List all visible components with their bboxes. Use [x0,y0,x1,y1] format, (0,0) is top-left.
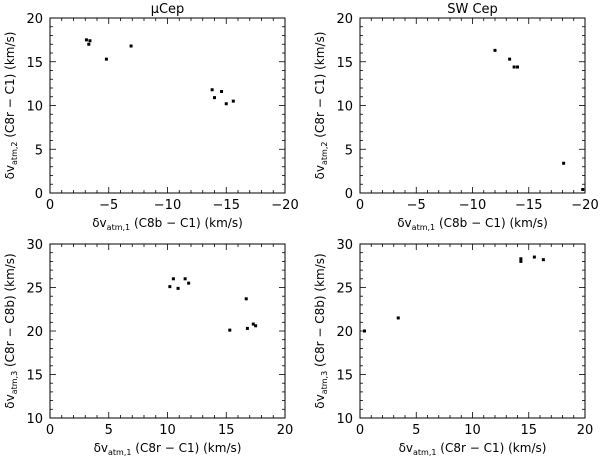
chart-panel-1: 0 −5 −10 −15 −20 0 5 10 15 20 μCep δvatm,1 (C8b − C… [3,2,299,232]
y-tick-label: 10 [26,412,43,427]
x-tick-label: −5 [99,198,118,213]
y-tick-label: 15 [26,369,43,384]
x-axis-label: δvatm,1 (C8r − C1) (km/s) [399,441,547,457]
x-tick-label: 10 [159,423,176,438]
data-point [396,316,400,320]
y-tick-label: 5 [345,143,353,158]
x-tick-label: 0 [46,198,54,213]
data-point [224,102,228,106]
plot-frame [359,243,586,419]
x-axis-label: δvatm,1 (C8b − C1) (km/s) [397,216,548,232]
x-tick-label: −20 [571,198,598,213]
y-tick-label: 30 [26,238,43,253]
data-point [228,328,232,332]
x-tick-label: 0 [356,423,364,438]
y-tick-label: 15 [336,369,353,384]
y-tick-label: 15 [336,56,353,71]
y-tick-label: 30 [336,238,353,253]
data-point [363,329,366,333]
x-tick-label: −10 [154,198,181,213]
x-tick-label: 15 [218,423,235,438]
x-tick-label: 10 [464,423,481,438]
data-point [512,65,516,69]
data-point [84,38,88,42]
data-point [519,257,523,261]
y-tick-label: 15 [26,56,43,71]
data-point [508,57,512,61]
data-point [176,286,180,290]
x-tick-label: 20 [277,423,294,438]
x-tick-label: −5 [407,198,426,213]
y-tick-label: 25 [336,282,353,297]
y-tick-label: 5 [35,143,43,158]
data-point [183,277,187,281]
y-tick-label: 20 [336,12,353,27]
data-point [171,277,175,281]
y-tick-label: 0 [345,187,353,202]
y-tick-label: 10 [336,412,353,427]
chart-panel-4: 0 5 10 15 20 10 15 20 25 30 δvatm,1 (C8r − C1) (km… [313,238,593,457]
plot-frame [49,243,286,419]
data-point [168,285,172,289]
plot-frame [359,17,586,194]
x-tick-label: 0 [46,423,54,438]
x-tick-label: −15 [213,198,240,213]
y-tick-label: 20 [336,325,353,340]
data-point [254,324,258,328]
x-tick-label: 20 [577,423,594,438]
x-tick-label: 0 [356,198,364,213]
data-point [251,322,255,326]
data-point [231,99,235,103]
x-tick-label: −20 [271,198,298,213]
data-point [213,96,216,100]
data-point [210,88,214,92]
y-axis-label: δvatm,3 (C8r − C8b) (km/s) [3,253,19,408]
data-point [244,297,248,301]
y-axis-label: δvatm,2 (C8r − C1) (km/s) [3,32,19,180]
x-tick-label: −15 [515,198,542,213]
data-point [532,255,536,259]
data-point [129,44,133,48]
chart-title: μCep [151,2,185,17]
y-tick-label: 10 [336,100,353,115]
data-point [87,42,91,46]
data-point [104,57,108,61]
data-point [516,65,519,69]
x-axis-label: δvatm,1 (C8r − C1) (km/s) [94,441,242,457]
chart-panel-3: 0 5 10 15 20 10 15 20 25 30 δvatm,1 (C8r − C1) (km… [3,238,293,457]
data-point [187,281,191,285]
y-tick-label: 10 [26,100,43,115]
x-tick-label: 15 [520,423,537,438]
y-tick-label: 0 [35,187,43,202]
y-tick-label: 25 [26,282,43,297]
data-point [245,326,249,330]
data-point [541,258,545,262]
y-tick-label: 20 [26,325,43,340]
y-axis-label: δvatm,2 (C8r − C1) (km/s) [313,32,329,180]
plot-frame [49,17,286,194]
y-tick-label: 20 [26,12,43,27]
x-tick-label: 5 [412,423,420,438]
chart-title: SW Cep [447,2,498,17]
data-point [581,188,585,191]
x-axis-label: δvatm,1 (C8b − C1) (km/s) [92,216,243,232]
data-point [220,90,224,93]
data-point [562,161,566,165]
data-point [493,48,497,52]
y-axis-label: δvatm,3 (C8r − C8b) (km/s) [313,253,329,408]
data-point [88,39,92,43]
data-point [519,259,523,263]
chart-panel-2: 0 −5 −10 −15 −20 0 5 10 15 20 SW Cep δvatm,1 (C8b −… [313,2,599,232]
x-tick-label: −10 [459,198,486,213]
x-tick-label: 5 [105,423,113,438]
